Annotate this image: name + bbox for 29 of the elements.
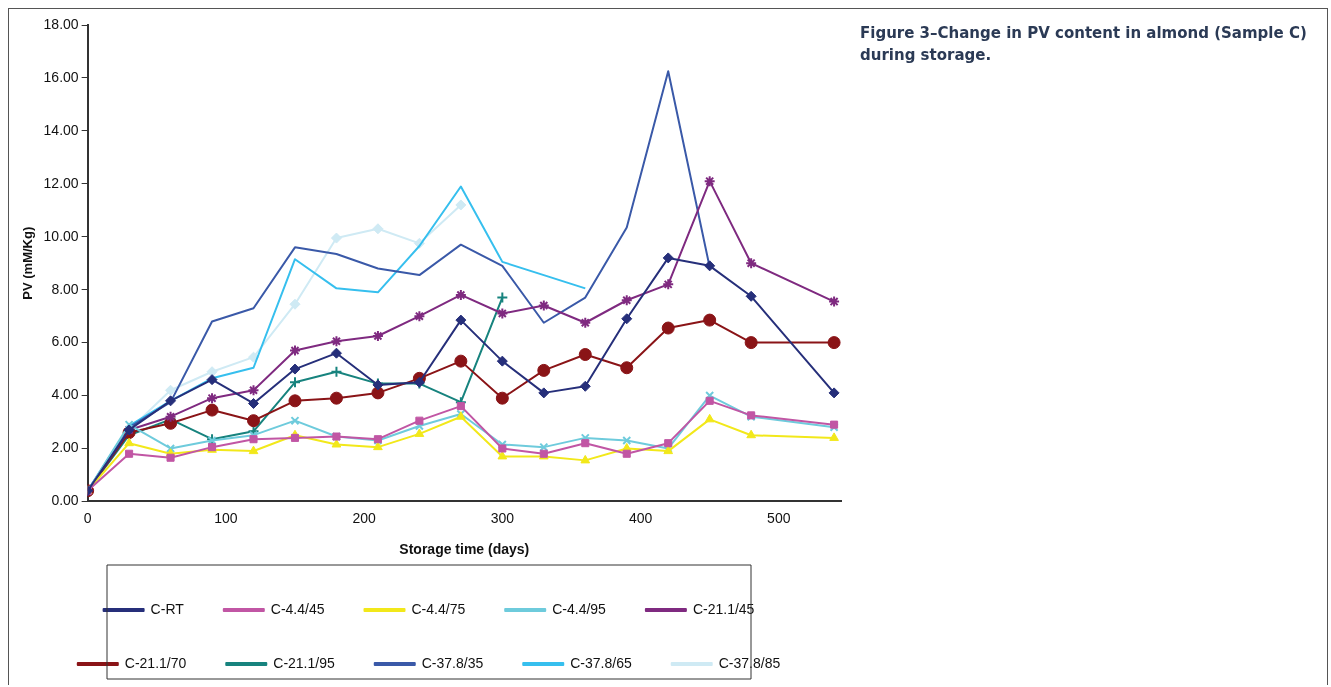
y-tick-label: 14.00 [43, 121, 79, 138]
x-tick-label: 0 [83, 509, 92, 526]
legend-label: C-37.8/85 [718, 654, 781, 671]
y-tick-label: 0.00 [51, 492, 79, 509]
y-tick-label: 16.00 [43, 68, 79, 85]
y-tick-label: 8.00 [51, 280, 79, 297]
legend-label: C-21.1/45 [692, 600, 755, 617]
y-tick-label: 6.00 [51, 333, 79, 350]
y-tick-label: 12.00 [43, 174, 79, 191]
y-tick-label: 4.00 [51, 386, 79, 403]
legend-label: C-4.4/75 [411, 600, 466, 617]
x-tick-label: 100 [214, 509, 238, 526]
y-tick-label: 2.00 [51, 439, 79, 456]
legend-label: C-RT [150, 600, 185, 617]
legend-label: C-21.1/70 [124, 654, 187, 671]
legend-label: C-37.8/65 [570, 654, 632, 671]
legend-label: C-21.1/95 [273, 654, 335, 671]
x-axis-title: Storage time (days) [399, 541, 530, 558]
x-tick-label: 200 [352, 509, 376, 526]
x-tick-label: 300 [490, 509, 515, 526]
legend-label: C-37.8/35 [421, 654, 484, 671]
legend-label: C-4.4/95 [552, 600, 607, 617]
legend-label: C-4.4/45 [270, 600, 325, 617]
text: Figure 3–Change in PV content in almond (Sample C) during storage. [860, 23, 1308, 66]
x-tick-label: 400 [628, 509, 653, 526]
y-tick-label: 18.00 [43, 15, 79, 32]
x-tick-label: 500 [767, 509, 791, 526]
y-tick-label: 10.00 [43, 227, 79, 244]
y-axis-title: PV (mM/Kg) [20, 226, 36, 300]
